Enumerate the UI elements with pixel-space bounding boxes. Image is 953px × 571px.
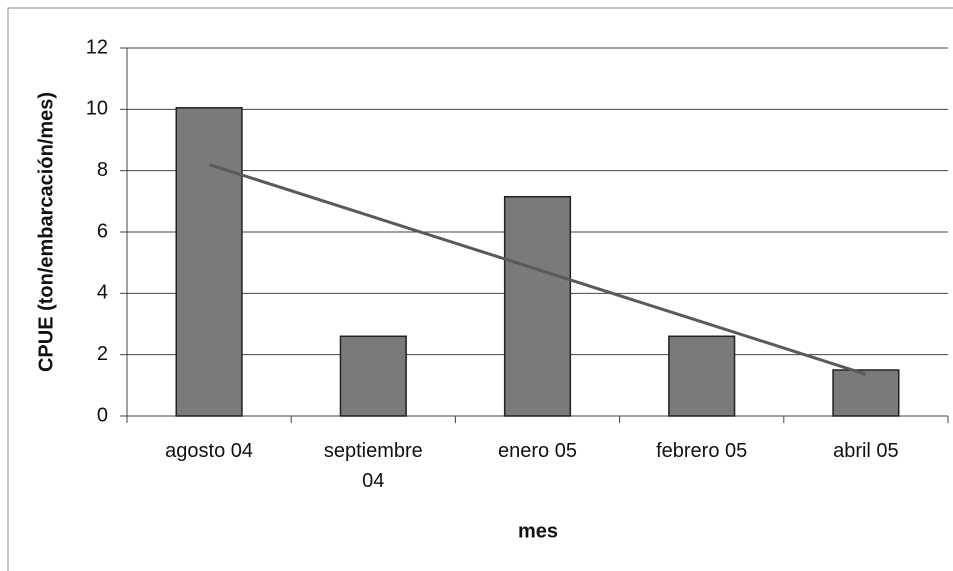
y-axis-title: CPUE (ton/embarcación/mes) xyxy=(35,92,57,372)
y-tick-label: 10 xyxy=(86,98,108,120)
y-tick-label: 0 xyxy=(97,404,108,426)
y-tick-label: 4 xyxy=(97,282,108,304)
x-tick-label: enero 05 xyxy=(498,440,577,462)
x-tick-label: agosto 04 xyxy=(165,440,254,462)
x-axis-title: mes xyxy=(518,520,558,542)
y-tick-label: 12 xyxy=(86,36,108,58)
bar xyxy=(668,335,736,417)
x-tick-label: febrero 05 xyxy=(656,440,748,462)
bar xyxy=(832,369,900,417)
y-tick-label: 2 xyxy=(97,343,108,365)
y-tick-label: 8 xyxy=(97,159,108,181)
bar xyxy=(339,335,407,417)
bar xyxy=(503,195,572,417)
frame xyxy=(7,7,953,571)
trend-line xyxy=(208,163,867,376)
x-tick-label: abril 05 xyxy=(833,440,899,462)
x-tick-label: septiembre 04 xyxy=(323,440,423,492)
y-tick-label: 6 xyxy=(97,220,108,242)
bar xyxy=(175,107,243,417)
